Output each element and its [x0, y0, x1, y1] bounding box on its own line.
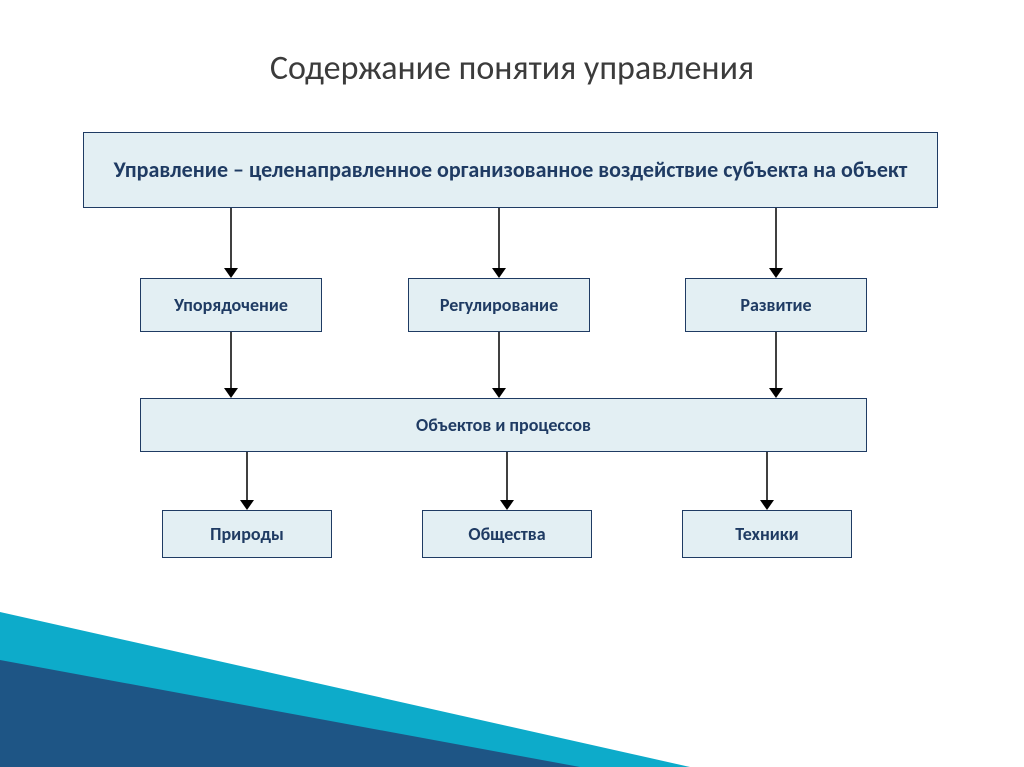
- box-objects-text: Объектов и процессов: [416, 414, 591, 437]
- box-ordering-text: Упорядочение: [174, 294, 288, 317]
- box-objects: Объектов и процессов: [140, 398, 867, 452]
- box-tech-text: Техники: [735, 523, 798, 546]
- corner-decor: [0, 0, 1024, 767]
- box-regulation: Регулирование: [408, 278, 590, 332]
- box-development: Развитие: [685, 278, 867, 332]
- box-tech: Техники: [682, 510, 852, 558]
- page-title: Содержание понятия управления: [0, 48, 1024, 89]
- box-definition-text: Управление – целенаправленное организова…: [114, 156, 908, 184]
- box-regulation-text: Регулирование: [440, 294, 558, 317]
- box-society-text: Общества: [468, 523, 545, 546]
- box-nature-text: Природы: [210, 523, 284, 546]
- box-nature: Природы: [162, 510, 332, 558]
- box-society: Общества: [422, 510, 592, 558]
- box-definition: Управление – целенаправленное организова…: [83, 132, 938, 208]
- box-ordering: Упорядочение: [140, 278, 322, 332]
- arrows-layer: [0, 0, 1024, 767]
- decor-triangle-teal: [0, 612, 690, 767]
- box-development-text: Развитие: [740, 294, 811, 317]
- decor-triangle-dark: [0, 660, 580, 767]
